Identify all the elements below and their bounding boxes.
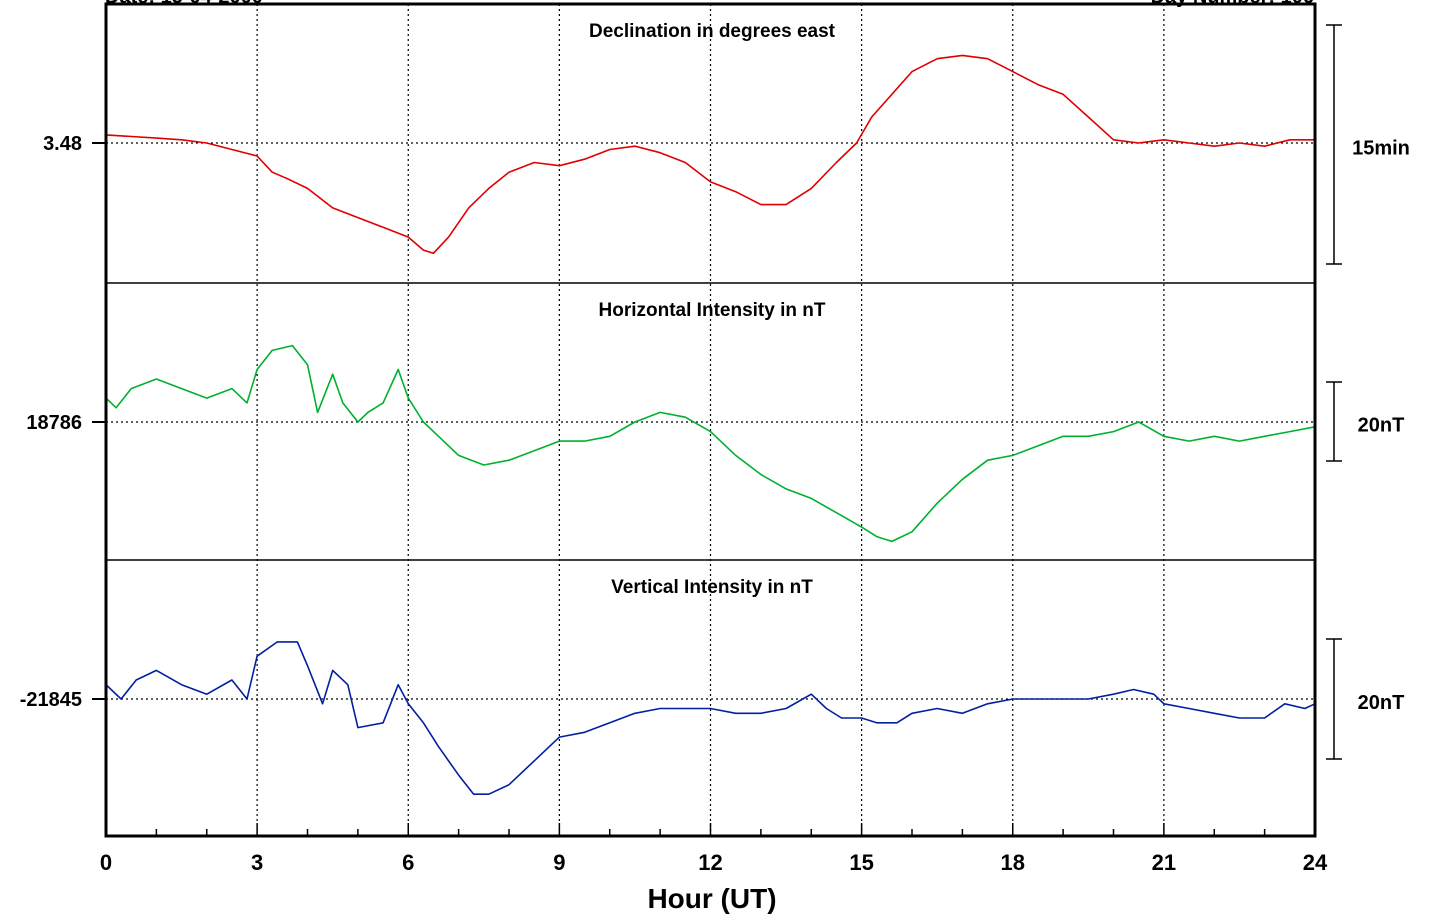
scale-label: 20nT bbox=[1358, 415, 1405, 437]
x-tick-label: 24 bbox=[1303, 850, 1328, 875]
scale-label: 15min bbox=[1352, 138, 1410, 160]
baseline-label: -21845 bbox=[20, 689, 82, 711]
panel-2: Horizontal Intensity in nT 18786 20nT bbox=[26, 282, 1405, 543]
series-line bbox=[105, 344, 1316, 543]
x-tick-label: 9 bbox=[553, 850, 565, 875]
axis-layer: 0 3 6 9 12 15 18 21 24 bbox=[100, 2, 1328, 875]
x-tick-label: 15 bbox=[849, 850, 873, 875]
series-line bbox=[105, 54, 1315, 255]
panel-title: Horizontal Intensity in nT bbox=[599, 300, 826, 321]
panel-title: Declination in degrees east bbox=[589, 21, 836, 42]
scale-label: 20nT bbox=[1358, 692, 1405, 714]
x-tick-label: 3 bbox=[251, 850, 263, 875]
panel-title: Vertical Intensity in nT bbox=[611, 577, 813, 598]
baseline-label: 18786 bbox=[26, 412, 82, 434]
x-axis-label: Hour (UT) bbox=[647, 883, 776, 914]
series-line bbox=[105, 641, 1316, 796]
x-tick-label: 21 bbox=[1152, 850, 1176, 875]
panel-1: Declination in degrees east 3.48 15min bbox=[43, 21, 1410, 265]
panel-3: Vertical Intensity in nT -21845 20nT bbox=[20, 559, 1405, 796]
panel-layer: Declination in degrees east 3.48 15min Hori… bbox=[20, 21, 1410, 796]
baseline-label: 3.48 bbox=[43, 133, 82, 155]
x-tick-label: 12 bbox=[698, 850, 722, 875]
x-tick-label: 18 bbox=[1001, 850, 1025, 875]
grid-layer bbox=[256, 4, 1165, 836]
x-tick-label: 6 bbox=[402, 850, 414, 875]
x-tick-label: 0 bbox=[100, 850, 112, 875]
